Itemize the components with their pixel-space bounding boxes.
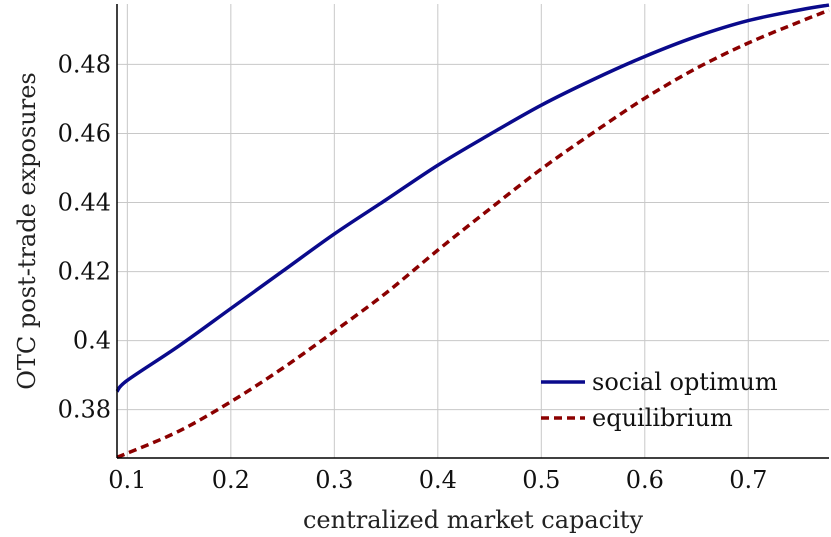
y-tick-labels: 0.38 0.4 0.42 0.44 0.46 0.48 — [58, 50, 111, 423]
y-tick-label: 0.4 — [73, 327, 111, 355]
x-tick-label: 0.1 — [108, 466, 146, 494]
legend-label-social-optimum: social optimum — [592, 368, 778, 396]
y-tick-label: 0.46 — [58, 119, 111, 147]
series-line-social-optimum — [115, 3, 830, 393]
x-tick-labels: 0.1 0.2 0.3 0.4 0.5 0.6 0.7 — [108, 466, 767, 494]
x-tick-label: 0.3 — [315, 466, 353, 494]
x-tick-label: 0.6 — [626, 466, 664, 494]
x-tick-label: 0.2 — [212, 466, 250, 494]
y-tick-label: 0.38 — [58, 396, 111, 424]
axes — [116, 4, 829, 459]
legend: social optimum equilibrium — [541, 368, 778, 432]
series-layer — [115, 3, 830, 459]
legend-label-equilibrium: equilibrium — [592, 404, 733, 432]
y-axis-label: OTC post-trade exposures — [13, 72, 41, 390]
y-tick-label: 0.42 — [58, 258, 111, 286]
y-tick-label: 0.48 — [58, 50, 111, 78]
x-tick-label: 0.4 — [419, 466, 457, 494]
x-tick-label: 0.5 — [522, 466, 560, 494]
y-tick-label: 0.44 — [58, 189, 111, 217]
grid — [117, 4, 829, 458]
x-axis-label: centralized market capacity — [303, 506, 643, 534]
x-tick-label: 0.7 — [729, 466, 767, 494]
